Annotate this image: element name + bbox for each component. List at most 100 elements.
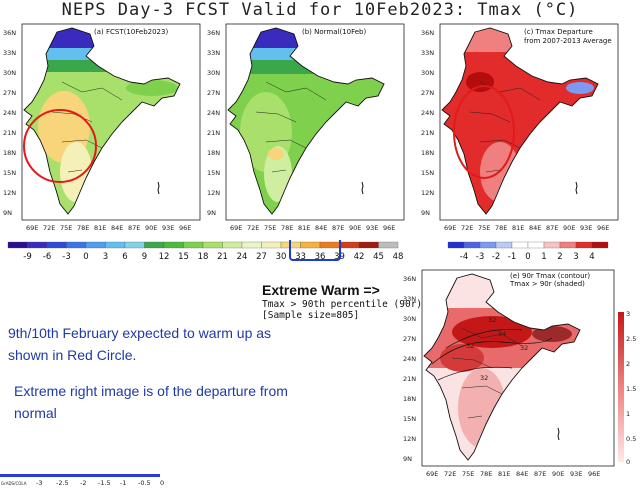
svg-text:84E: 84E: [315, 224, 327, 232]
colorbar-swatch: [559, 241, 577, 249]
svg-text:21N: 21N: [421, 129, 434, 137]
main-colorbar: -9 -6 -3 0 3 6 9 12 15 18 21 24 27 30 33 36 39 42 45 48: [4, 240, 408, 264]
panel-normal-map: (b) Normal(10Feb) 36N 33N 30N 27N 24N 21…: [206, 22, 406, 240]
svg-text:81E: 81E: [512, 224, 524, 232]
svg-text:69E: 69E: [444, 224, 456, 232]
note-line-1: 9th/10th February expected to warm up as: [8, 325, 272, 341]
svg-text:0: 0: [160, 479, 164, 487]
svg-text:90E: 90E: [563, 224, 575, 232]
svg-text:30N: 30N: [3, 69, 16, 77]
svg-text:15N: 15N: [403, 415, 416, 423]
panel-departure-map: (c) Tmax Departure from 2007-2013 Averag…: [420, 22, 620, 240]
svg-text:72E: 72E: [461, 224, 473, 232]
svg-text:9N: 9N: [207, 209, 216, 217]
svg-text:-1: -1: [120, 479, 126, 487]
svg-text:18N: 18N: [3, 149, 16, 157]
colorbar-swatch: [527, 241, 545, 249]
departure-colorbar: -4 -3 -2 -1 0 1 2 3 4: [446, 240, 616, 264]
svg-text:36N: 36N: [207, 29, 220, 37]
svg-text:9N: 9N: [421, 209, 430, 217]
svg-text:84E: 84E: [516, 470, 528, 478]
colorbar-90r: 3 2.5 2 1.5 1 0.5 0: [618, 310, 636, 466]
colorbar-tick-label: -2: [492, 252, 500, 262]
svg-text:34: 34: [498, 330, 506, 338]
colorbar-tick-label: 0: [83, 252, 88, 262]
svg-text:27N: 27N: [421, 89, 434, 97]
svg-text:32: 32: [488, 316, 496, 324]
svg-text:81E: 81E: [94, 224, 106, 232]
svg-text:81E: 81E: [298, 224, 310, 232]
colorbar-tick-label: 48: [393, 252, 404, 262]
svg-text:18N: 18N: [403, 395, 416, 403]
colorbar-swatch: [105, 241, 126, 249]
svg-text:27N: 27N: [3, 89, 16, 97]
colorbar-swatch: [358, 241, 379, 249]
panel-d-label-1: (e) 90r Tmax (contour): [510, 272, 590, 280]
colorbar-tick-label: 6: [122, 252, 127, 262]
colorbar-tick-label: 45: [373, 252, 384, 262]
colorbar-swatch: [591, 241, 609, 249]
colorbar-tick-label: 15: [178, 252, 189, 262]
colorbar-swatch: [495, 241, 513, 249]
small-colorbar: GrADS/COLA -3 -2.5 -2 -1.5 -1 -0.5 0: [0, 474, 170, 488]
colorbar-swatch: [27, 241, 48, 249]
svg-text:-2.5: -2.5: [56, 479, 69, 487]
svg-text:24N: 24N: [3, 109, 16, 117]
colorbar-tick-label: 18: [198, 252, 209, 262]
svg-text:96E: 96E: [383, 224, 395, 232]
svg-text:81E: 81E: [498, 470, 510, 478]
svg-text:90E: 90E: [145, 224, 157, 232]
extreme-line-2: [Sample size=805]: [262, 310, 360, 321]
panel-b-label: (b) Normal(10Feb): [302, 28, 366, 36]
note-line-3: Extreme right image is of the departure …: [14, 383, 288, 399]
svg-text:9N: 9N: [3, 209, 12, 217]
colorbar-tick-label: 33: [295, 252, 306, 262]
svg-text:78E: 78E: [281, 224, 293, 232]
colorbar-swatch: [479, 241, 497, 249]
svg-text:36N: 36N: [403, 275, 416, 283]
colorbar-tick-label: 27: [256, 252, 267, 262]
lat-axis-a: 36N 33N 30N 27N 24N 21N 18N 15N 12N 9N: [3, 29, 16, 217]
svg-text:72E: 72E: [43, 224, 55, 232]
lon-axis-d: 69E 72E 75E 78E 81E 84E 87E 90E 93E 96E: [426, 470, 600, 478]
colorbar-swatch: [378, 241, 399, 249]
svg-text:96E: 96E: [179, 224, 191, 232]
colorbar-tick-label: 1: [541, 252, 546, 262]
svg-text:75E: 75E: [462, 470, 474, 478]
svg-text:12N: 12N: [421, 189, 434, 197]
colorbar-tick-label: 36: [315, 252, 326, 262]
note-warming: 9th/10th February expected to warm up as…: [8, 322, 271, 366]
lon-axis-a: 69E 72E 75E 78E 81E 84E 87E 90E 93E 96E: [26, 224, 191, 232]
colorbar-swatch: [163, 241, 184, 249]
svg-text:12N: 12N: [3, 189, 16, 197]
svg-text:32: 32: [480, 374, 488, 382]
colorbar-tick-label: -4: [460, 252, 468, 262]
colorbar-tick-label: -9: [23, 252, 31, 262]
figure-title: NEPS Day-3 FCST Valid for 10Feb2023: Tma…: [61, 0, 579, 20]
svg-text:32: 32: [520, 344, 528, 352]
svg-text:93E: 93E: [570, 470, 582, 478]
svg-text:30N: 30N: [421, 69, 434, 77]
colorbar-tick-label: 3: [573, 252, 578, 262]
lat-axis-d: 36N 33N 30N 27N 24N 21N 18N 15N 12N 9N: [403, 275, 416, 463]
svg-text:24N: 24N: [421, 109, 434, 117]
svg-text:0.5: 0.5: [626, 435, 636, 443]
panel-a-label: (a) FCST(10Feb2023): [94, 28, 168, 36]
colorbar-swatch: [261, 241, 282, 249]
contour-labels: 32 34 32 32 32: [466, 316, 528, 382]
colorbar-tick-label: 30: [276, 252, 287, 262]
svg-text:1.5: 1.5: [626, 385, 636, 393]
colorbar-swatch: [319, 241, 340, 249]
svg-text:27N: 27N: [207, 89, 220, 97]
svg-text:32: 32: [466, 342, 474, 350]
svg-text:15N: 15N: [207, 169, 220, 177]
svg-text:93E: 93E: [162, 224, 174, 232]
extreme-line-1: Tmax > 90th percentile (90r): [262, 299, 423, 310]
colorbar-swatch: [241, 241, 262, 249]
svg-text:18N: 18N: [207, 149, 220, 157]
svg-text:12N: 12N: [207, 189, 220, 197]
svg-text:27N: 27N: [403, 335, 416, 343]
svg-text:33N: 33N: [207, 49, 220, 57]
colorbar-tick-label: -1: [508, 252, 516, 262]
svg-text:-0.5: -0.5: [138, 479, 151, 487]
